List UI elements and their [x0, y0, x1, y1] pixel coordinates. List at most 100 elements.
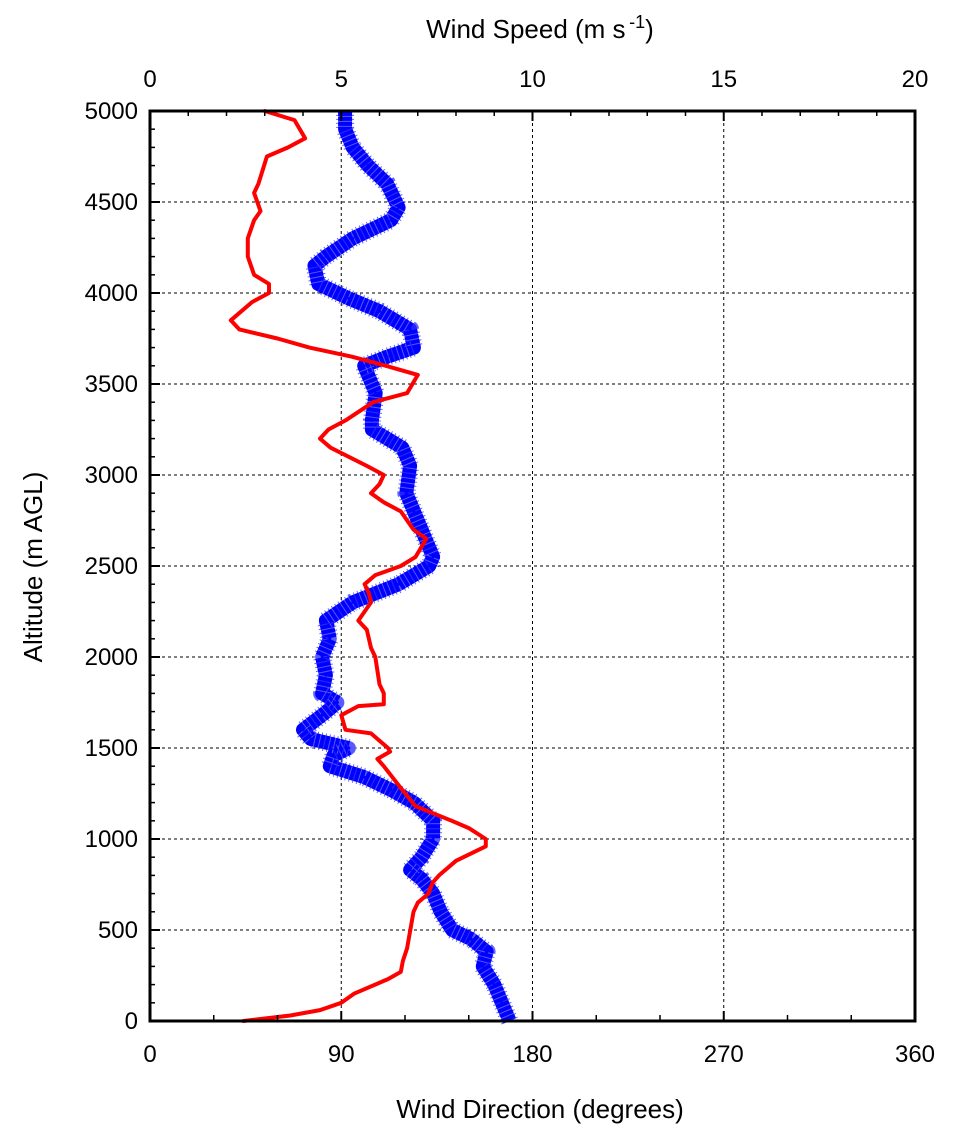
wind-direction-point — [425, 537, 428, 540]
wind-direction-point — [370, 646, 372, 649]
wind-speed-point — [485, 950, 489, 954]
wind-direction-point — [384, 364, 387, 367]
wind-direction-point — [340, 1001, 343, 1004]
wind-speed-point — [328, 764, 332, 768]
wind-direction-point — [229, 319, 232, 322]
top-tick-label: 0 — [143, 66, 156, 93]
wind-speed-point — [431, 892, 435, 896]
wind-direction-point — [406, 392, 409, 395]
y-tick-label: 1500 — [85, 735, 138, 762]
wind-direction-point — [344, 728, 347, 731]
wind-direction-point — [376, 757, 379, 760]
wind-direction-point — [319, 1009, 321, 1012]
label-layer: 0500100015002000250030003500400045005000… — [85, 66, 935, 1068]
y-tick-label: 3000 — [85, 462, 138, 489]
wind-direction-point — [357, 619, 360, 622]
wind-direction-point — [265, 155, 268, 158]
wind-direction-point — [399, 787, 402, 790]
wind-direction-point — [382, 703, 385, 706]
wind-speed-point — [481, 964, 485, 968]
wind-direction-point — [455, 859, 457, 862]
wind-direction-point — [378, 683, 381, 686]
wind-direction-point — [246, 255, 249, 258]
wind-direction-point — [406, 947, 409, 950]
wind-direction-point — [304, 137, 307, 140]
wind-direction-point — [416, 901, 419, 904]
wind-direction-point — [382, 501, 385, 504]
wind-speed-point — [324, 619, 328, 623]
wind-speed-point — [385, 355, 389, 359]
wind-speed-point — [320, 691, 324, 695]
wind-direction-point — [412, 910, 415, 913]
wind-speed-point — [324, 673, 328, 677]
wind-direction-point — [387, 747, 389, 749]
wind-direction-point — [374, 574, 377, 577]
series-layer — [228, 109, 518, 1025]
wind-direction-point — [246, 237, 249, 240]
wind-speed-point — [389, 788, 393, 792]
y-tick-label: 3500 — [85, 371, 138, 398]
wind-direction-point — [378, 483, 381, 486]
wind-direction-point — [414, 555, 417, 558]
wind-direction-point — [253, 191, 256, 194]
wind-direction-point — [399, 565, 402, 567]
wind-direction-point — [467, 827, 470, 830]
wind-direction-point — [399, 970, 402, 973]
wind-direction-point — [365, 464, 368, 467]
wind-direction-point — [257, 182, 260, 185]
wind-direction-point — [374, 656, 377, 658]
wind-speed-point — [332, 753, 336, 757]
y-tick-label: 1000 — [85, 826, 138, 853]
wind-speed-point — [309, 737, 313, 741]
wind-speed-point — [378, 309, 381, 313]
wind-direction-point — [416, 373, 419, 376]
wind-direction-point — [484, 845, 487, 848]
wind-direction-point — [344, 419, 347, 422]
wind-speed-point — [408, 464, 412, 468]
wind-direction-point — [308, 346, 311, 349]
y-tick-label: 5000 — [85, 98, 138, 125]
y-axis-title: Altitude (m AGL) — [18, 472, 48, 663]
wind-speed-point — [385, 182, 389, 186]
wind-direction-line — [228, 109, 488, 1023]
wind-speed-point — [397, 205, 401, 209]
top-tick-label: 20 — [902, 66, 929, 93]
wind-speed-point — [362, 775, 366, 779]
wind-direction-point — [329, 446, 332, 449]
wind-direction-point — [238, 328, 241, 331]
wind-direction-point — [327, 428, 330, 431]
wind-speed-point — [312, 264, 316, 268]
wind-direction-point — [370, 492, 372, 495]
wind-speed-point — [431, 819, 435, 823]
y-tick-label: 2500 — [85, 553, 138, 580]
y-tick-label: 2000 — [85, 644, 138, 671]
top-tick-label: 5 — [335, 66, 348, 93]
wind-direction-point — [289, 1014, 292, 1017]
wind-direction-point — [268, 282, 270, 285]
bottom-tick-label: 90 — [328, 1041, 355, 1068]
wind-speed-point — [408, 327, 412, 331]
wind-speed-point — [412, 346, 416, 350]
wind-direction-point — [253, 273, 256, 276]
bottom-tick-label: 360 — [895, 1041, 935, 1068]
bottom-tick-label: 180 — [512, 1041, 552, 1068]
wind-direction-point — [372, 401, 375, 404]
wind-direction-point — [484, 838, 487, 840]
y-tick-label: 4500 — [85, 189, 138, 216]
wind-speed-point — [420, 855, 424, 859]
wind-speed-point — [412, 509, 416, 513]
wind-speed-point — [362, 364, 366, 368]
wind-speed-point — [366, 164, 370, 168]
wind-direction-point — [382, 474, 385, 476]
top-axis-title: Wind Speed (m s -1) — [426, 12, 654, 44]
wind-speed-point — [431, 837, 435, 841]
wind-speed-point — [347, 296, 351, 300]
wind-speed-point — [343, 127, 347, 131]
wind-speed-point — [420, 877, 424, 881]
wind-direction-point — [259, 210, 262, 213]
wind-speed-point — [370, 428, 374, 431]
wind-direction-point — [363, 583, 366, 586]
wind-speed-point — [408, 868, 412, 872]
wind-speed-hatch-edge — [294, 111, 518, 1025]
wind-direction-point — [389, 750, 392, 753]
